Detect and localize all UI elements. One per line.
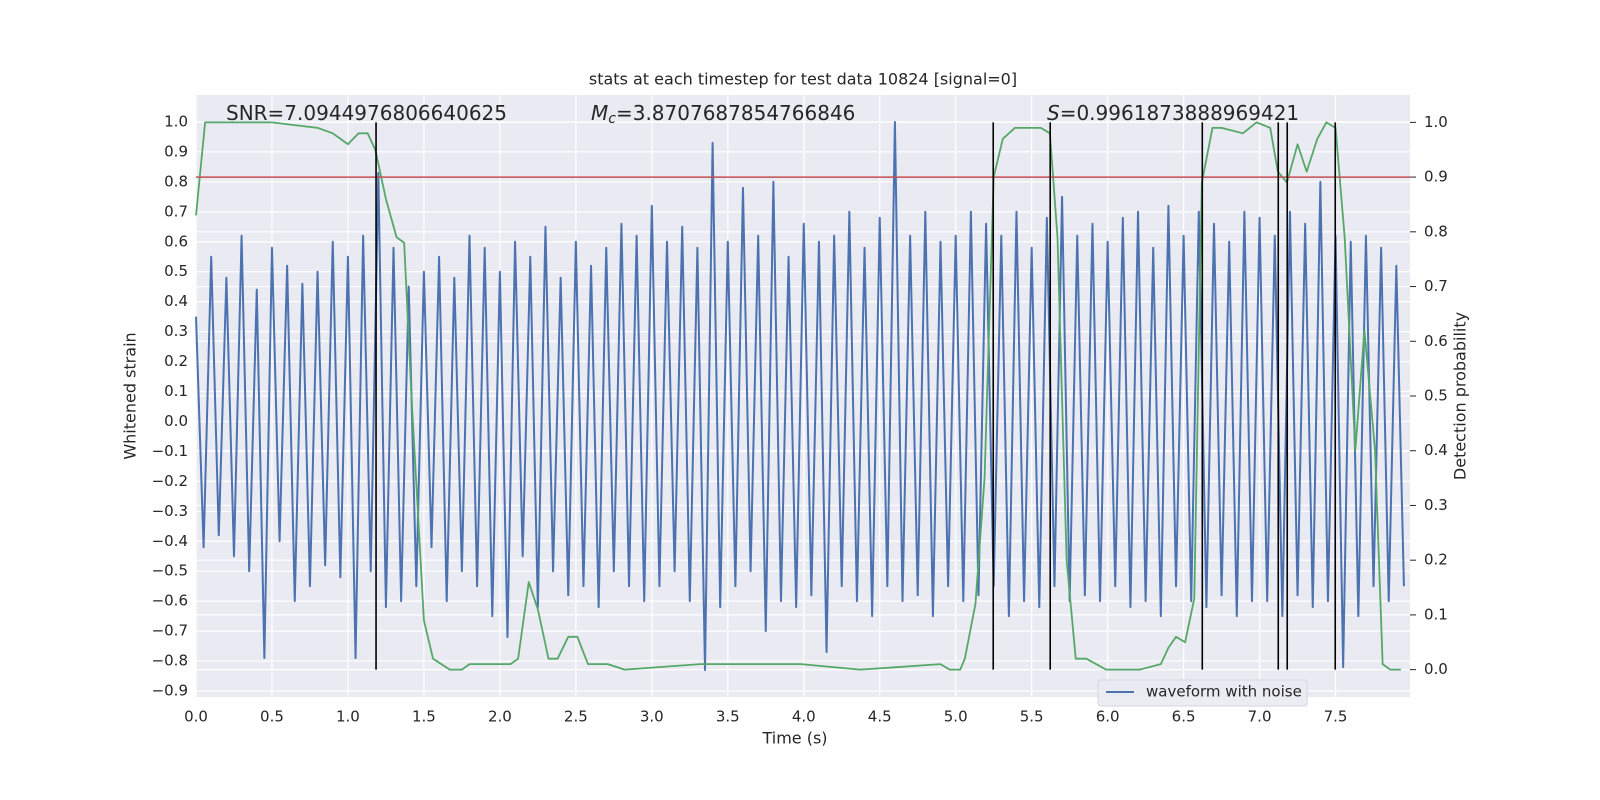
x-tick-label: 7.5 bbox=[1324, 708, 1348, 726]
y-tick-label: −0.3 bbox=[152, 502, 188, 520]
annotation: Mc=3.8707687854766846 bbox=[591, 101, 855, 128]
y2-tick-label: 0.4 bbox=[1424, 441, 1448, 459]
annotation-text: =3.8707687854766846 bbox=[616, 101, 855, 125]
x-tick-label: 0.5 bbox=[260, 708, 284, 726]
y-tick-label: −0.5 bbox=[152, 562, 188, 580]
annotation: S=0.9961873888969421 bbox=[1047, 101, 1299, 125]
y-tick-label: −0.8 bbox=[152, 652, 188, 670]
x-tick-label: 0.0 bbox=[184, 708, 208, 726]
x-tick-label: 2.5 bbox=[564, 708, 588, 726]
chart-title: stats at each timestep for test data 108… bbox=[589, 70, 1017, 89]
y-tick-label: 0.5 bbox=[164, 262, 188, 280]
marks bbox=[195, 120, 1410, 672]
x-tick-label: 4.5 bbox=[868, 708, 892, 726]
y-tick-label: 0.9 bbox=[164, 142, 188, 160]
y-tick-label: −0.1 bbox=[152, 442, 188, 460]
y-tick-label: 0.0 bbox=[164, 412, 188, 430]
x-axis-label: Time (s) bbox=[761, 729, 827, 748]
y-tick-label: 0.7 bbox=[164, 202, 188, 220]
y-tick-label: −0.9 bbox=[152, 682, 188, 700]
annotation-subscript: c bbox=[608, 111, 616, 127]
y2-tick-label: 0.7 bbox=[1424, 277, 1448, 295]
annotation-symbol: M bbox=[591, 101, 608, 125]
x-tick-label: 3.5 bbox=[716, 708, 740, 726]
x-tick-label: 4.0 bbox=[792, 708, 816, 726]
x-tick-label: 3.0 bbox=[640, 708, 664, 726]
y-tick-label: −0.2 bbox=[152, 472, 188, 490]
y2-tick-label: 1.0 bbox=[1424, 113, 1448, 131]
x-tick-label: 2.0 bbox=[488, 708, 512, 726]
x-tick-label: 6.0 bbox=[1096, 708, 1120, 726]
annotation: SNR=7.0944976806640625 bbox=[226, 101, 507, 125]
y-tick-label: −0.4 bbox=[152, 532, 188, 550]
y2-tick-label: 0.1 bbox=[1424, 605, 1448, 623]
y-tick-label: 0.1 bbox=[164, 382, 188, 400]
labels: 0.0 0.5 1.0 1.5 2.0 2.5 3.0 3.5 4.0 4.5 5.0 5.5 6.0 6… bbox=[152, 101, 1448, 726]
annotation-symbol: S bbox=[1047, 101, 1060, 125]
y2-tick-label: 0.2 bbox=[1424, 551, 1448, 569]
x-tick-label: 7.0 bbox=[1248, 708, 1272, 726]
y2-tick-label: 0.3 bbox=[1424, 496, 1448, 514]
x-tick-label: 1.0 bbox=[336, 708, 360, 726]
y-tick-label: 0.6 bbox=[164, 232, 188, 250]
legend-label: waveform with noise bbox=[1146, 683, 1302, 701]
y-tick-label: 0.2 bbox=[164, 352, 188, 370]
y2-tick-label: 0.0 bbox=[1424, 660, 1448, 678]
y-tick-label: −0.7 bbox=[152, 622, 188, 640]
x-tick-label: 5.5 bbox=[1020, 708, 1044, 726]
y2-tick-label: 0.8 bbox=[1424, 222, 1448, 240]
y-tick-label: 0.8 bbox=[164, 172, 188, 190]
legend-box bbox=[1097, 679, 1308, 707]
x-tick-label: 1.5 bbox=[412, 708, 436, 726]
y-tick-label: −0.6 bbox=[152, 592, 188, 610]
y2-axis-label: Detection probability bbox=[1451, 312, 1470, 480]
y-tick-label: 0.4 bbox=[164, 292, 188, 310]
y-tick-label: 1.0 bbox=[164, 112, 188, 130]
x-tick-label: 6.5 bbox=[1172, 708, 1196, 726]
y2-tick-label: 0.6 bbox=[1424, 332, 1448, 350]
y-axis-label: Whitened strain bbox=[121, 332, 140, 459]
x-tick-label: 5.0 bbox=[944, 708, 968, 726]
y-tick-label: 0.3 bbox=[164, 322, 188, 340]
annotation-text: SNR=7.0944976806640625 bbox=[226, 101, 507, 125]
y2-tick-label: 0.5 bbox=[1424, 387, 1448, 405]
y2-tick-label: 0.9 bbox=[1424, 168, 1448, 186]
annotation-text: =0.9961873888969421 bbox=[1060, 101, 1299, 125]
